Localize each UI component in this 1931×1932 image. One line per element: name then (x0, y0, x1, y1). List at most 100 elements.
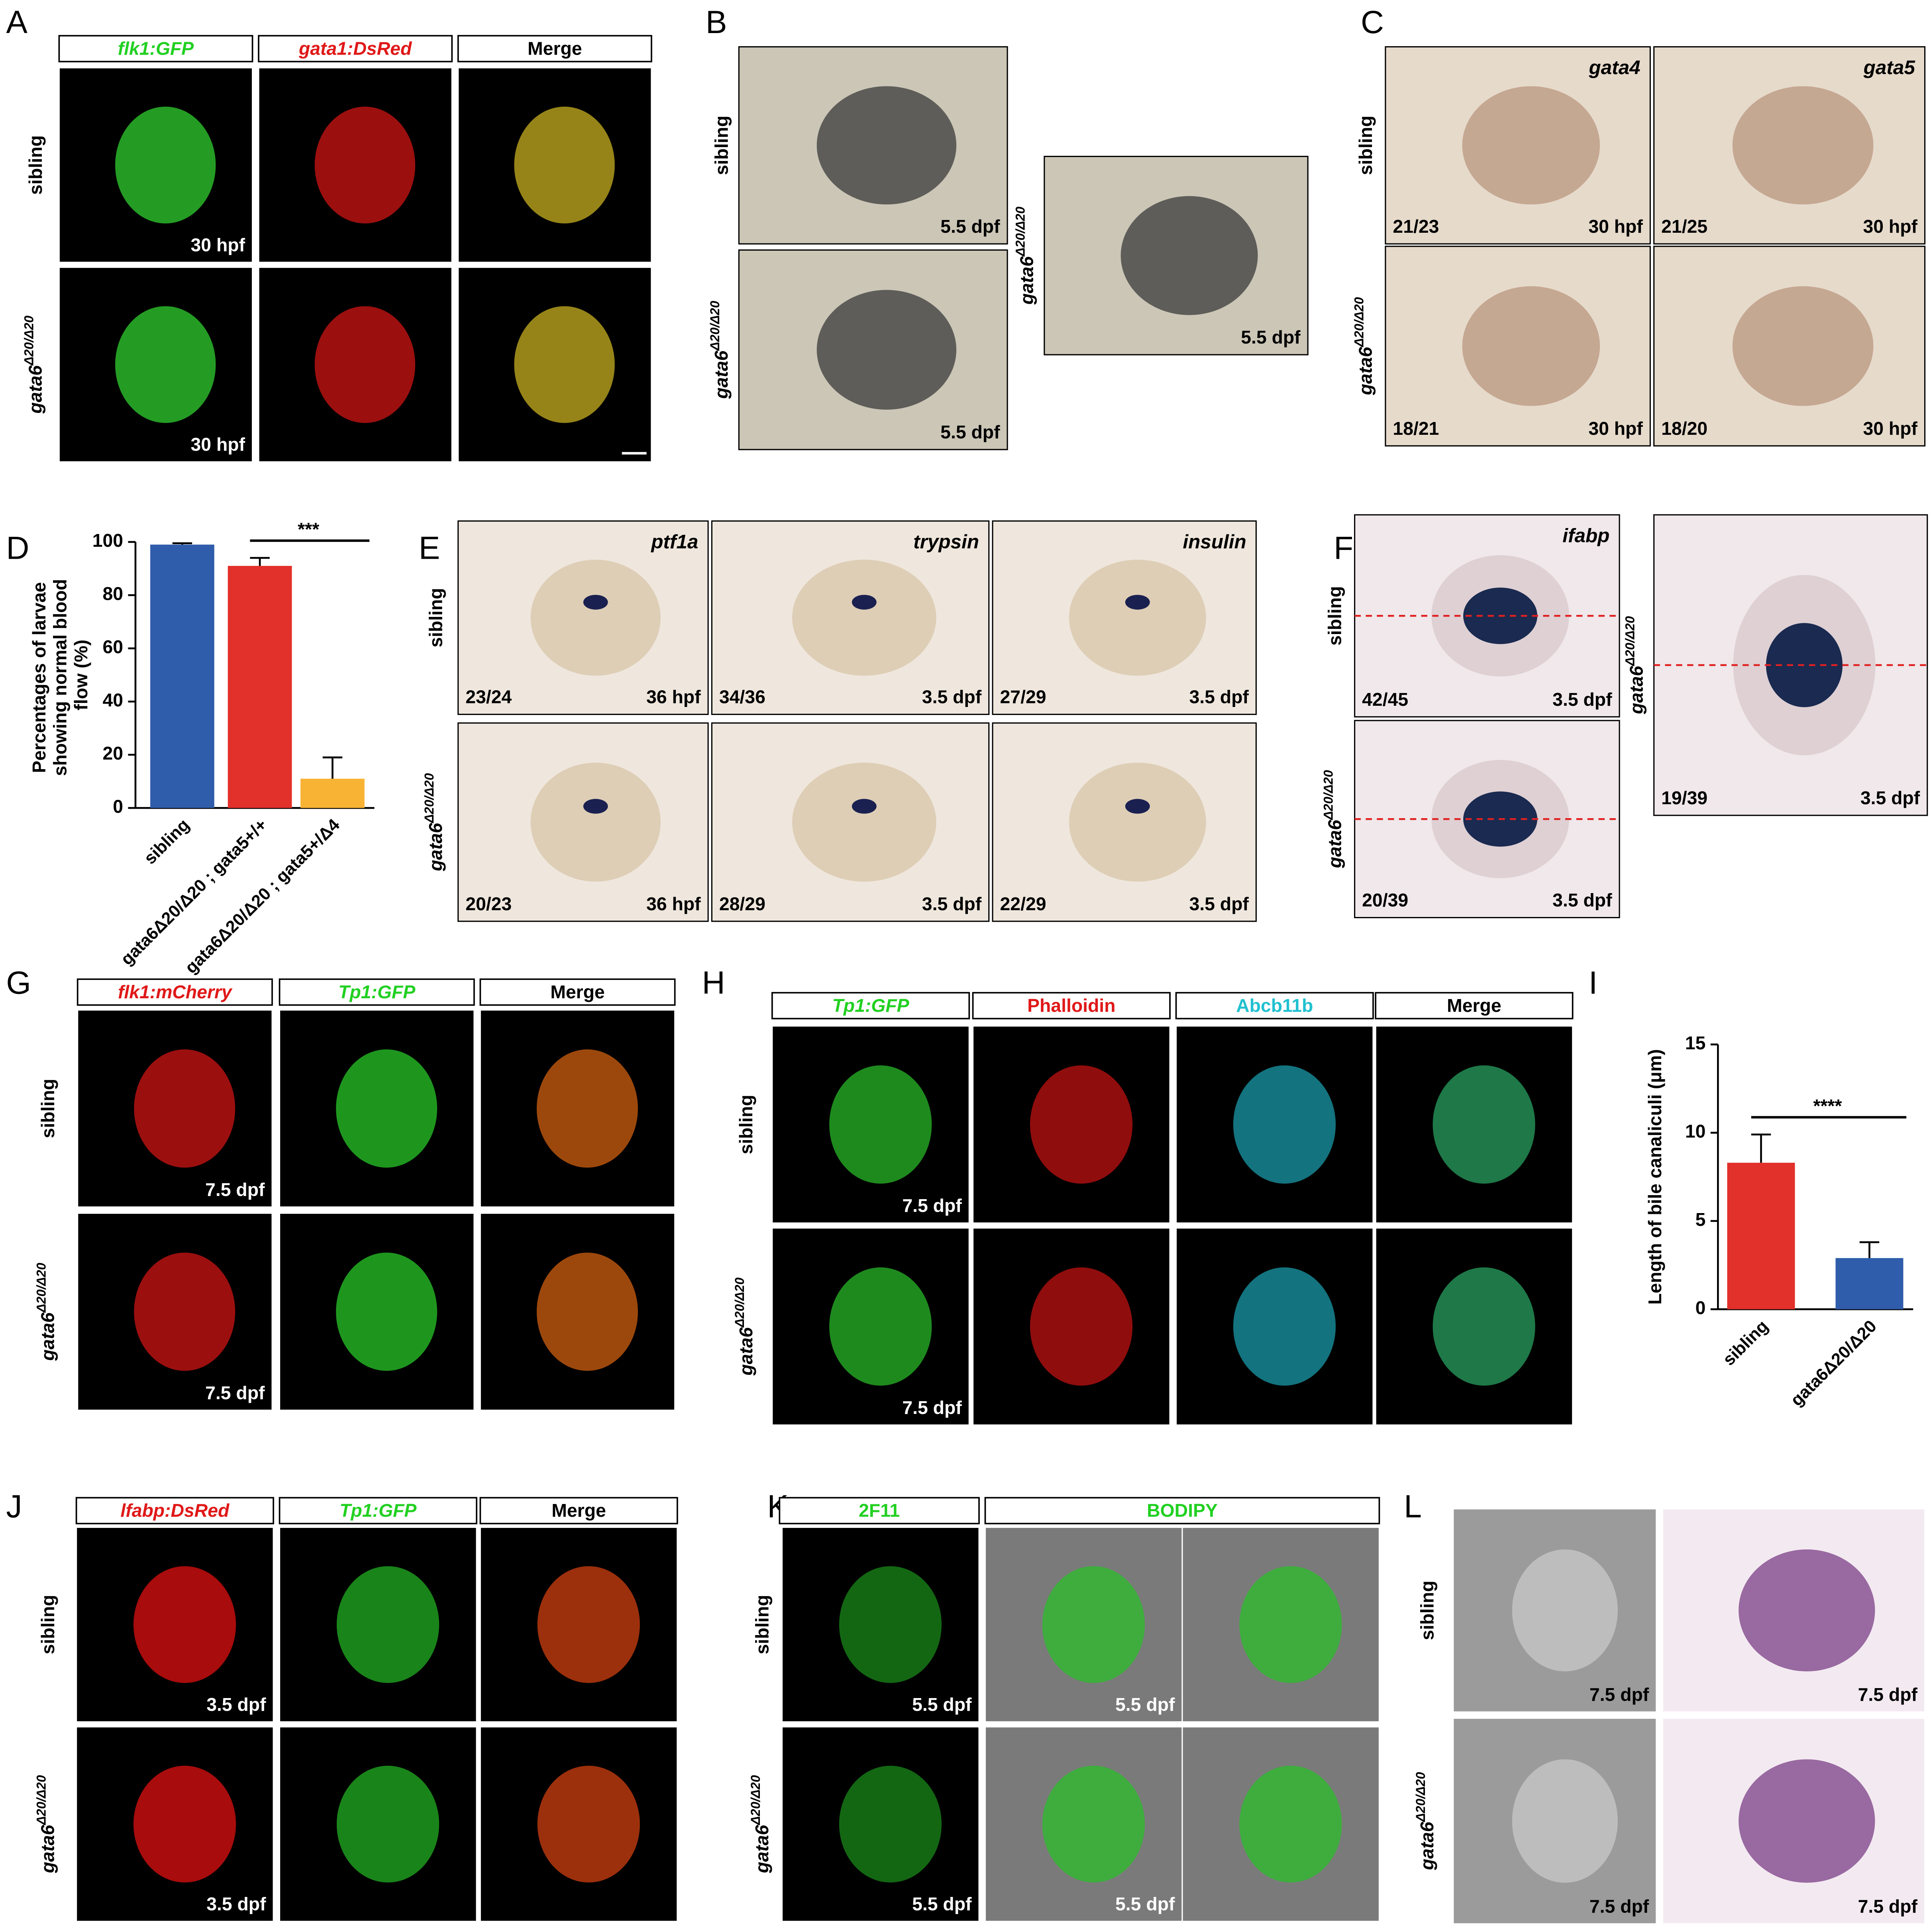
channel-header: Phalloidin (1027, 995, 1115, 1016)
tissue (133, 1566, 236, 1683)
row-label: sibling (1355, 116, 1376, 175)
allele: Δ20/Δ20 (1352, 297, 1366, 348)
x-tick-label: gata6Δ20/Δ20 ; gata5+/+ (117, 815, 271, 969)
x-tick-label: gata6Δ20/Δ20 (1787, 1317, 1880, 1410)
tissue (1121, 196, 1258, 315)
y-axis-label: Length of bile canaliculi (μm) (1644, 1049, 1665, 1305)
gene: gata6 (711, 350, 732, 399)
micrograph (1653, 245, 1926, 447)
y-tick-label: 0 (1696, 1298, 1706, 1318)
channel-header: 2F11 (859, 1500, 900, 1521)
panel-letter: A (6, 4, 27, 40)
tissue (1739, 1549, 1875, 1672)
stage-label: 30 hpf (1588, 216, 1643, 237)
tissue (1512, 1549, 1618, 1672)
channel-header: Merge (1447, 995, 1501, 1016)
tissue (1433, 1065, 1535, 1184)
tissue (792, 560, 936, 676)
tissue (1732, 286, 1874, 406)
tissue (514, 106, 615, 224)
panel-letter: J (6, 1488, 22, 1524)
row-label: sibling (1325, 586, 1345, 646)
tissue (336, 1765, 440, 1883)
channel-header: Merge (551, 1500, 606, 1521)
row-label: gata6Δ20/Δ20 (732, 1278, 757, 1376)
stain (852, 799, 877, 814)
allele: Δ20/Δ20 (422, 773, 436, 824)
bar (1835, 1258, 1904, 1310)
count-label: 20/23 (465, 893, 512, 914)
stage-label: 36 hpf (646, 893, 701, 914)
tissue (1739, 1759, 1875, 1883)
gene-label: trypsin (913, 531, 979, 553)
label-line: Length of bile canaliculi (μm) (1644, 1049, 1665, 1305)
count-label: 28/29 (719, 893, 765, 914)
stage-label: 3.5 dpf (1189, 893, 1249, 914)
channel-header: flk1:mCherry (118, 982, 233, 1002)
tissue (1512, 1759, 1618, 1883)
label-line: showing normal blood (50, 574, 71, 776)
row-label: sibling (1417, 1581, 1437, 1640)
panel-letter: L (1404, 1488, 1422, 1524)
stain (1125, 595, 1150, 610)
tissue (816, 86, 957, 205)
tissue (839, 1566, 942, 1683)
stage-label: 30 hpf (191, 434, 245, 455)
header-box (479, 978, 676, 1006)
allele: Δ20/Δ20 (1413, 1772, 1428, 1823)
header-box (258, 35, 453, 63)
row-label: gata6Δ20/Δ20 (22, 316, 46, 414)
stage-label: 30 hpf (1863, 418, 1918, 439)
gene: gata6 (1417, 1821, 1437, 1870)
panel-letter: G (6, 965, 31, 1001)
row-label: sibling (37, 1595, 58, 1654)
header-box (972, 992, 1171, 1019)
stage-label: 3.5 dpf (206, 1893, 266, 1914)
tissue (839, 1765, 942, 1883)
stage-label: 3.5 dpf (922, 893, 982, 914)
bar (150, 544, 214, 808)
stage-label: 30 hpf (1863, 216, 1918, 237)
channel-header: Tp1:GFP (832, 995, 909, 1016)
count-label: 27/29 (1000, 687, 1046, 707)
count-label: 18/20 (1661, 418, 1707, 439)
tissue (115, 106, 216, 224)
stage-label: 5.5 dpf (940, 422, 1000, 442)
stage-label: 7.5 dpf (1858, 1896, 1918, 1917)
tissue (536, 1253, 638, 1371)
header-box (279, 1497, 477, 1524)
panel-letter: D (6, 530, 29, 566)
stage-label: 5.5 dpf (940, 216, 1000, 237)
stage-label: 5.5 dpf (1115, 1893, 1175, 1914)
stage-label: 7.5 dpf (205, 1382, 265, 1403)
count-label: 21/23 (1393, 216, 1439, 237)
tissue (1433, 1267, 1535, 1386)
stage-label: 7.5 dpf (205, 1179, 265, 1200)
stage-label: 3.5 dpf (1189, 687, 1249, 707)
row-label: sibling (425, 588, 446, 647)
y-tick-label: 10 (1685, 1121, 1706, 1142)
tissue (336, 1049, 438, 1168)
stage-label: 5.5 dpf (1115, 1694, 1175, 1715)
gene: gata6 (752, 1824, 772, 1873)
stage-label: 3.5 dpf (1552, 689, 1612, 710)
gene-label: insulin (1183, 531, 1246, 553)
allele: Δ20/Δ20 (22, 316, 36, 366)
header-box (58, 35, 253, 63)
header-box (779, 1497, 980, 1524)
stage-label: 7.5 dpf (1858, 1684, 1918, 1705)
tissue (514, 306, 615, 423)
stage-label: 36 hpf (646, 687, 701, 707)
tissue (1239, 1566, 1342, 1683)
gene: gata6 (1325, 819, 1345, 868)
count-label: 19/39 (1661, 787, 1707, 808)
label-line: Percentages of larvae (29, 577, 49, 773)
tissue (829, 1065, 932, 1184)
stage-label: 3.5 dpf (1552, 890, 1612, 911)
allele: Δ20/Δ20 (1013, 206, 1027, 257)
row-label: gata6Δ20/Δ20 (1013, 206, 1037, 305)
row-label: sibling (25, 135, 46, 194)
x-tick-label: sibling (1719, 1317, 1772, 1369)
row-label: sibling (711, 116, 732, 175)
